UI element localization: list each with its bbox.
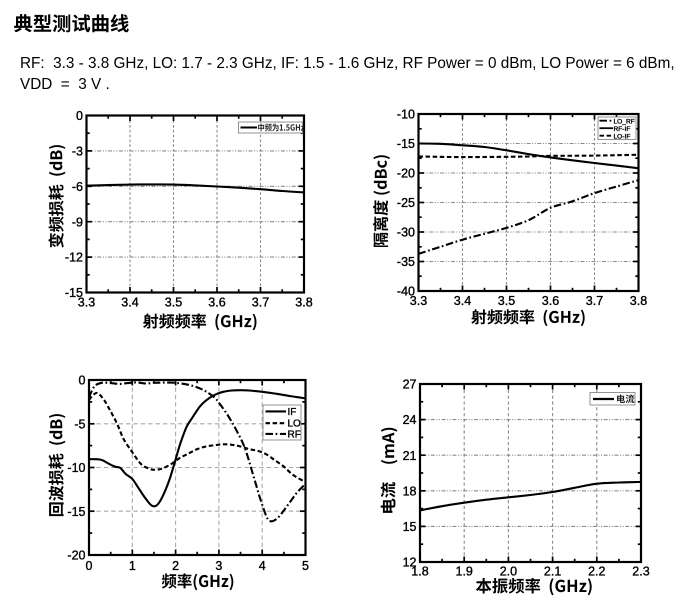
svg-text:3.6: 3.6 (208, 295, 225, 309)
svg-text:3.5: 3.5 (165, 295, 182, 309)
svg-text:LO_RF: LO_RF (614, 118, 635, 125)
svg-text:-10: -10 (67, 461, 85, 475)
svg-text:3.4: 3.4 (454, 294, 471, 308)
svg-text:3: 3 (215, 559, 222, 573)
svg-text:4: 4 (259, 559, 266, 573)
svg-text:3.4: 3.4 (121, 295, 138, 309)
svg-text:27: 27 (403, 378, 417, 392)
svg-text:2.0: 2.0 (500, 564, 517, 578)
svg-text:LO: LO (288, 419, 302, 430)
svg-text:RF: RF (288, 429, 301, 440)
svg-text:1.9: 1.9 (456, 564, 473, 578)
svg-text:5: 5 (302, 559, 309, 573)
svg-text:-9: -9 (72, 215, 83, 229)
svg-text:3.3: 3.3 (78, 295, 95, 309)
svg-text:24: 24 (403, 413, 417, 427)
svg-text:3.7: 3.7 (252, 295, 269, 309)
svg-text:-10: -10 (397, 108, 415, 122)
svg-text:1: 1 (129, 559, 136, 573)
svg-text:3.8: 3.8 (630, 294, 647, 308)
svg-text:0: 0 (79, 374, 86, 388)
svg-text:3.3: 3.3 (410, 294, 427, 308)
svg-text:1.8: 1.8 (411, 564, 428, 578)
svg-text:2.2: 2.2 (588, 564, 605, 578)
svg-text:-35: -35 (397, 255, 415, 269)
svg-text:2.1: 2.1 (544, 564, 561, 578)
svg-text:0: 0 (76, 109, 83, 123)
svg-text:-3: -3 (72, 145, 83, 159)
svg-text:2: 2 (172, 559, 179, 573)
svg-text:RF-IF: RF-IF (614, 126, 631, 133)
svg-text:-15: -15 (67, 505, 85, 519)
svg-text:2.3: 2.3 (632, 564, 649, 578)
svg-text:3.6: 3.6 (542, 294, 559, 308)
svg-text:LO-IF: LO-IF (614, 133, 631, 140)
svg-text:-30: -30 (397, 226, 415, 240)
svg-text:15: 15 (403, 520, 417, 534)
svg-text:21: 21 (403, 449, 417, 463)
svg-text:3.8: 3.8 (295, 295, 312, 309)
svg-text:3.7: 3.7 (586, 294, 603, 308)
svg-text:-15: -15 (397, 137, 415, 151)
svg-text:-20: -20 (397, 167, 415, 181)
svg-text:-6: -6 (72, 180, 83, 194)
svg-text:IF: IF (288, 407, 297, 418)
svg-text:-20: -20 (67, 549, 85, 563)
svg-text:-5: -5 (74, 417, 85, 431)
svg-text:-15: -15 (65, 286, 83, 300)
svg-text:-12: -12 (65, 251, 83, 265)
svg-text:0: 0 (86, 559, 93, 573)
svg-text:-40: -40 (397, 285, 415, 299)
svg-text:18: 18 (403, 484, 417, 498)
svg-text:-25: -25 (397, 196, 415, 210)
svg-text:3.5: 3.5 (498, 294, 515, 308)
svg-text:12: 12 (403, 556, 417, 570)
